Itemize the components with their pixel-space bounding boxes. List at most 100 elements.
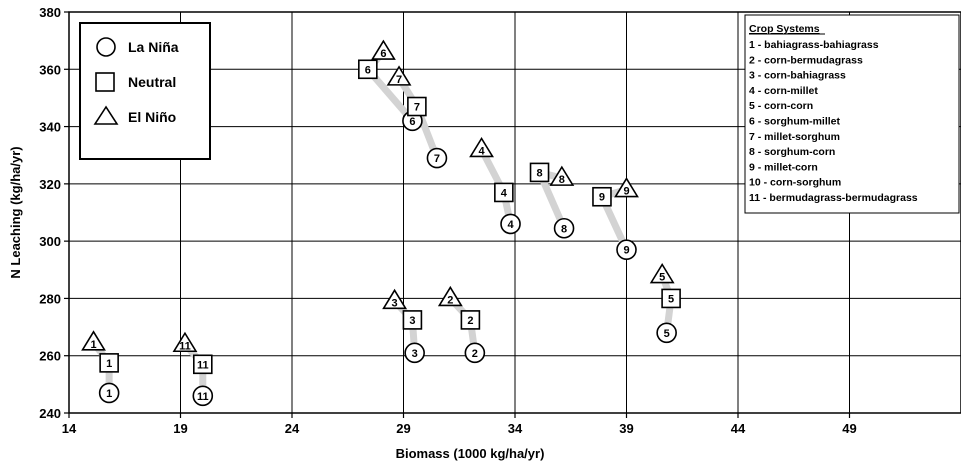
y-tick-label: 340 — [39, 120, 61, 135]
legend-square-icon — [95, 72, 115, 92]
legend-label-la-nina: La Niña — [128, 39, 179, 55]
crop-system-item: 3 - corn-bahiagrass — [749, 70, 846, 82]
y-tick-label: 360 — [39, 62, 61, 77]
el-nino-point — [469, 136, 494, 158]
marker-label: 11 — [197, 391, 209, 403]
el-nino-point — [614, 177, 639, 198]
crop-system-item: 8 - sorghum-corn — [749, 146, 835, 158]
marker-label: 7 — [396, 74, 402, 86]
el-nino-marker-9: 9 — [614, 177, 639, 198]
neutral-marker-7: 7 — [407, 96, 427, 117]
marker-label: 8 — [559, 174, 565, 186]
crop-systems-box: Crop Systems 1 - bahiagrass-bahiagrass 2 … — [744, 14, 960, 214]
la-nina-point — [426, 147, 448, 169]
la-nina-point — [616, 239, 637, 261]
neutral-marker-8: 8 — [529, 162, 550, 183]
neutral-point — [358, 59, 378, 80]
marker-label: 2 — [467, 315, 473, 327]
legend-label-neutral: Neutral — [128, 74, 176, 90]
x-tick-label: 34 — [508, 421, 523, 436]
neutral-point — [407, 96, 427, 117]
neutral-point — [99, 353, 119, 373]
marker-label: 5 — [659, 272, 665, 284]
marker-label: 4 — [507, 219, 514, 231]
neutral-marker-11: 11 — [193, 354, 213, 375]
el-nino-marker-6: 6 — [371, 39, 396, 60]
marker-label: 2 — [447, 294, 453, 306]
el-nino-marker-5: 5 — [649, 262, 675, 284]
crop-system-item: 9 - millet-corn — [749, 161, 818, 173]
crop-systems-title: Crop Systems — [749, 23, 820, 35]
la-nina-marker-8: 8 — [553, 217, 575, 239]
neutral-marker-6: 6 — [358, 59, 378, 80]
marker-label: 9 — [623, 245, 629, 257]
el-nino-point — [371, 39, 396, 60]
la-nina-marker-2: 2 — [464, 342, 486, 364]
crop-system-item: 1 - bahiagrass-bahiagrass — [749, 39, 879, 51]
el-nino-marker-4: 4 — [469, 136, 494, 158]
la-nina-marker-9: 9 — [616, 239, 637, 261]
crop-systems-frame — [744, 14, 960, 214]
y-tick-label: 300 — [39, 234, 61, 249]
neutral-point — [402, 310, 423, 330]
marker-label: 6 — [380, 48, 386, 60]
la-nina-marker-11: 11 — [192, 385, 214, 407]
marker-label: 9 — [599, 192, 605, 204]
el-nino-marker-11: 11 — [172, 331, 198, 352]
neutral-marker-2: 2 — [460, 310, 481, 330]
neutral-marker-4: 4 — [494, 182, 514, 203]
el-nino-point — [437, 285, 463, 307]
crop-system-item: 4 - corn-millet — [749, 85, 818, 97]
el-nino-point — [81, 330, 106, 351]
la-nina-point — [656, 322, 677, 344]
crop-system-item: 10 - corn-sorghum — [749, 177, 841, 189]
y-tick-label: 240 — [39, 406, 61, 421]
x-tick-label: 19 — [173, 421, 187, 436]
marker-label: 3 — [392, 297, 398, 309]
legend: La Niña Neutral El Niño — [79, 22, 211, 160]
neutral-marker-1: 1 — [99, 353, 119, 373]
el-nino-marker-7: 7 — [386, 65, 412, 86]
neutral-point — [529, 162, 550, 183]
marker-label: 1 — [106, 358, 112, 370]
x-tick-label: 44 — [731, 421, 746, 436]
la-nina-point — [464, 342, 486, 364]
neutral-point — [193, 354, 213, 375]
marker-label: 2 — [472, 348, 478, 360]
legend-triangle-icon — [93, 105, 119, 125]
marker-label: 4 — [501, 187, 508, 199]
la-nina-marker-7: 7 — [426, 147, 448, 169]
la-nina-point — [192, 385, 214, 407]
marker-label: 5 — [668, 293, 674, 305]
marker-label: 3 — [412, 348, 418, 360]
el-nino-point — [386, 65, 412, 86]
el-nino-point — [382, 288, 408, 310]
neutral-marker-5: 5 — [661, 288, 681, 309]
x-tick-label: 24 — [285, 421, 300, 436]
marker-label: 9 — [623, 186, 629, 198]
marker-label: 8 — [536, 167, 542, 179]
marker-label: 5 — [664, 328, 670, 340]
crop-system-item: 11 - bermudagrass-bermudagrass — [749, 192, 918, 204]
marker-label: 4 — [478, 145, 485, 157]
marker-label: 7 — [414, 102, 420, 114]
y-tick-label: 280 — [39, 291, 61, 306]
x-tick-label: 29 — [396, 421, 410, 436]
el-nino-marker-1: 1 — [81, 330, 106, 351]
el-nino-marker-2: 2 — [437, 285, 463, 307]
la-nina-marker-4: 4 — [500, 213, 521, 235]
la-nina-marker-1: 1 — [98, 382, 120, 404]
la-nina-marker-3: 3 — [404, 342, 425, 364]
crop-system-item: 6 - sorghum-millet — [749, 116, 841, 128]
el-nino-point — [649, 262, 675, 284]
crop-systems-list: 1 - bahiagrass-bahiagrass 2 - corn-bermud… — [749, 39, 918, 204]
marker-label: 11 — [179, 340, 191, 352]
neutral-marker-9: 9 — [592, 186, 612, 207]
marker-label: 7 — [434, 153, 440, 165]
la-nina-point — [404, 342, 425, 364]
marker-label: 1 — [106, 388, 112, 400]
x-tick-label: 39 — [619, 421, 633, 436]
